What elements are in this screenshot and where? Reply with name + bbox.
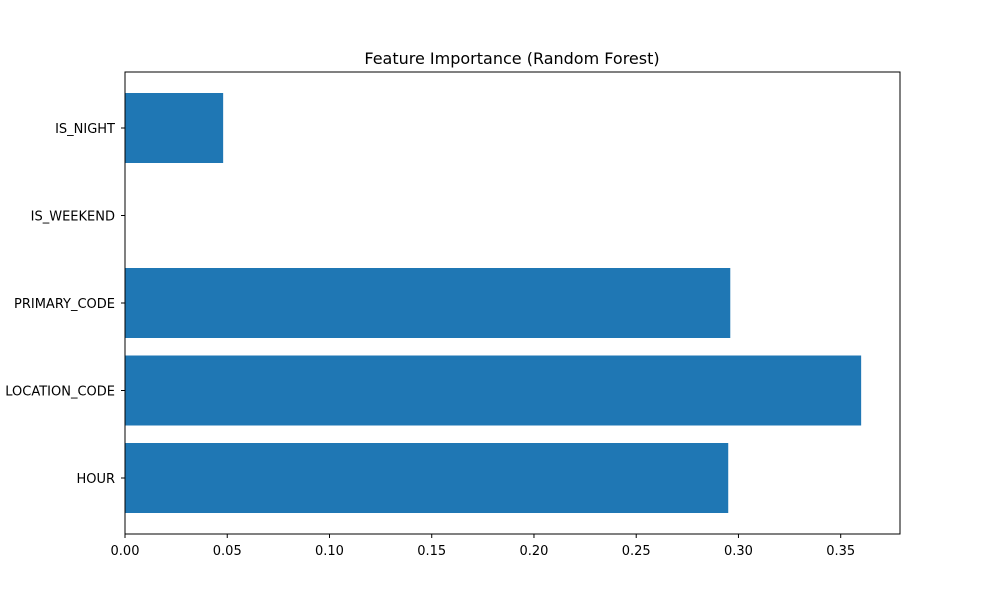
y-tick-label: IS_NIGHT [55,122,115,137]
y-tick-label: PRIMARY_CODE [14,297,115,312]
bar-primary-code [125,268,731,338]
x-tick-label: 0.15 [417,544,446,559]
y-tick-label: LOCATION_CODE [5,385,115,400]
plot-frame [124,71,901,535]
x-axis-ticks: 0.00 0.05 0.10 0.15 0.20 0.25 0.30 0.35 [111,534,855,559]
x-tick-label: 0.30 [724,544,753,559]
x-tick-label: 0.10 [315,544,344,559]
x-tick-label: 0.00 [111,544,140,559]
bars-group [125,93,862,513]
chart-title: Feature Importance (Random Forest) [364,49,659,68]
bar-location-code [125,355,862,426]
x-tick-label: 0.25 [622,544,651,559]
x-tick-label: 0.05 [213,544,242,559]
y-tick-label: IS_WEEKEND [31,210,115,225]
y-tick-label: HOUR [76,472,115,487]
bar-is-night [125,93,224,163]
y-axis-ticks: HOUR LOCATION_CODE PRIMARY_CODE IS_WEEKEND I… [5,122,125,487]
bar-hour [125,443,729,513]
x-tick-label: 0.20 [519,544,548,559]
x-tick-label: 0.35 [826,544,855,559]
